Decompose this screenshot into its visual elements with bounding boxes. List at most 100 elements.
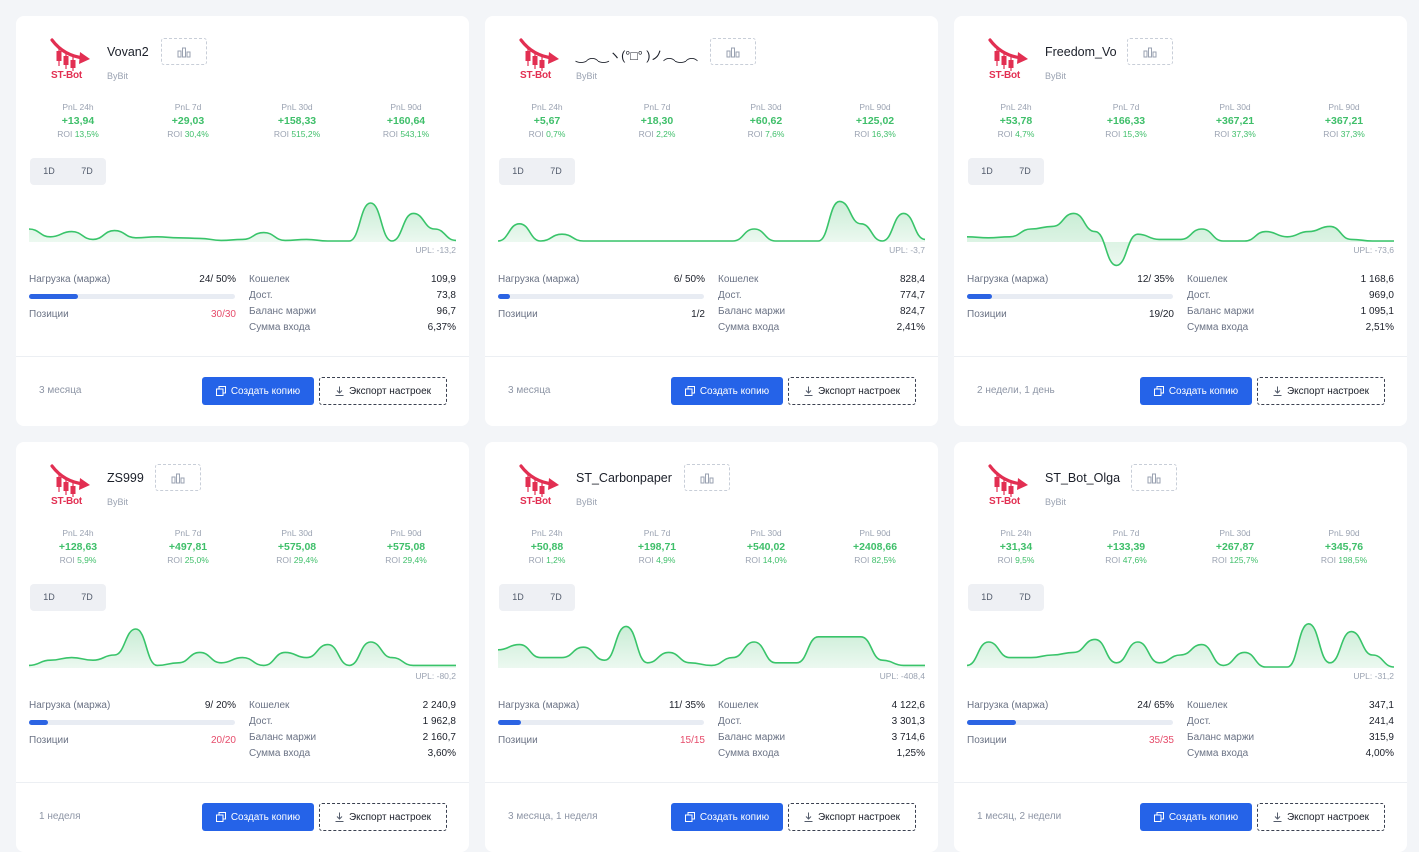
export-settings-label: Экспорт настроек xyxy=(1286,385,1370,397)
export-settings-button[interactable]: Экспорт настроек xyxy=(1257,377,1385,405)
st-bot-logo: ST-Bot xyxy=(50,38,90,82)
available-value: 969,0 xyxy=(1368,290,1394,301)
tab-7d[interactable]: 7D xyxy=(550,166,562,176)
roi-label: ROI xyxy=(1105,129,1121,139)
create-copy-button[interactable]: Создать копию xyxy=(202,377,314,405)
stats-button[interactable] xyxy=(1127,38,1173,65)
pnl-label: PnL 24h xyxy=(531,102,563,112)
timeframe-switch: 1D 7D xyxy=(968,158,1044,185)
pnl-label: PnL 7d xyxy=(643,102,671,112)
pnl-value: +29,03 xyxy=(171,115,205,127)
create-copy-button[interactable]: Создать копию xyxy=(671,377,783,405)
create-copy-label: Создать копию xyxy=(1168,811,1239,823)
create-copy-label: Создать копию xyxy=(1168,385,1239,397)
bot-card: ST-Bot ZS999 ByBit PnL 24h +128,63 ROI 5,9% Pn… xyxy=(16,442,469,852)
export-settings-button[interactable]: Экспорт настроек xyxy=(788,803,916,831)
logo-text: ST-Bot xyxy=(989,70,1021,81)
wallet-label: Кошелек xyxy=(718,274,759,285)
stats-button[interactable] xyxy=(155,464,201,491)
chart-line xyxy=(966,622,1395,668)
export-settings-button[interactable]: Экспорт настроек xyxy=(1257,803,1385,831)
roi-line: ROI 25,0% xyxy=(143,555,233,566)
roi-line: ROI 198,5% xyxy=(1299,555,1389,566)
positions-label: Позиции xyxy=(498,735,538,746)
export-settings-button[interactable]: Экспорт настроек xyxy=(319,803,447,831)
wallet-value: 828,4 xyxy=(899,274,925,285)
stats-button[interactable] xyxy=(161,38,207,65)
available-label: Дост. xyxy=(249,716,273,727)
margin-balance-value: 315,9 xyxy=(1368,732,1394,743)
create-copy-button[interactable]: Создать копию xyxy=(1140,377,1252,405)
pnl-label: PnL 90d xyxy=(390,102,422,112)
chart-line xyxy=(497,200,926,242)
pnl-value: +540,02 xyxy=(746,541,786,553)
roi-value: 198,5% xyxy=(1338,555,1368,565)
roi-label: ROI xyxy=(167,129,183,139)
tab-1d[interactable]: 1D xyxy=(43,592,55,602)
divider xyxy=(485,356,938,357)
tab-7d[interactable]: 7D xyxy=(1019,166,1031,176)
load-value: 12/ 35% xyxy=(1137,274,1174,285)
exchange-name: ByBit xyxy=(1045,497,1067,507)
export-settings-button[interactable]: Экспорт настроек xyxy=(788,377,916,405)
pnl-24h: PnL 24h +50,88 ROI 1,2% xyxy=(502,528,592,566)
roi-label: ROI xyxy=(1323,129,1339,139)
roi-label: ROI xyxy=(59,555,75,565)
bot-name: ST_Carbonpaper xyxy=(576,471,672,485)
chart-line xyxy=(497,625,925,667)
tab-1d[interactable]: 1D xyxy=(512,166,524,176)
pnl-label: PnL 30d xyxy=(281,528,313,538)
tab-1d[interactable]: 1D xyxy=(981,592,993,602)
chart-area xyxy=(967,623,1394,668)
pnl-label: PnL 30d xyxy=(750,102,782,112)
roi-line: ROI 515,2% xyxy=(252,129,342,140)
tab-1d[interactable]: 1D xyxy=(43,166,55,176)
roi-value: 37,3% xyxy=(1231,129,1256,139)
roi-line: ROI 9,5% xyxy=(971,555,1061,566)
stats-button[interactable] xyxy=(1131,464,1177,491)
create-copy-button[interactable]: Создать копию xyxy=(671,803,783,831)
entry-sum-label: Сумма входа xyxy=(1187,748,1249,759)
tab-7d[interactable]: 7D xyxy=(1019,592,1031,602)
pnl-label: PnL 30d xyxy=(1219,102,1251,112)
pnl-value: +345,76 xyxy=(1324,541,1364,553)
pnl-label: PnL 24h xyxy=(531,528,563,538)
pnl-chart xyxy=(966,212,1394,267)
chart-line xyxy=(28,202,457,242)
pnl-value: +497,81 xyxy=(168,541,208,553)
pnl-90d: PnL 90d +125,02 ROI 16,3% xyxy=(830,102,920,140)
logo-text: ST-Bot xyxy=(520,70,552,81)
create-copy-button[interactable]: Создать копию xyxy=(1140,803,1252,831)
tab-1d[interactable]: 1D xyxy=(981,166,993,176)
pnl-value: +60,62 xyxy=(749,115,783,127)
tab-1d[interactable]: 1D xyxy=(512,592,524,602)
available-value: 73,8 xyxy=(436,290,456,301)
tab-7d[interactable]: 7D xyxy=(81,592,93,602)
download-icon xyxy=(335,812,344,822)
export-settings-button[interactable]: Экспорт настроек xyxy=(319,377,447,405)
roi-line: ROI 0,7% xyxy=(502,129,592,140)
upl-value: -31,2 xyxy=(1374,671,1394,681)
upl-value: -80,2 xyxy=(436,671,456,681)
stats-button[interactable] xyxy=(710,38,756,65)
create-copy-label: Создать копию xyxy=(699,811,770,823)
upl-readout: UPL: -31,2 xyxy=(1353,671,1394,681)
roi-label: ROI xyxy=(273,129,289,139)
roi-line: ROI 47,6% xyxy=(1081,555,1171,566)
roi-line: ROI 15,3% xyxy=(1081,129,1171,140)
tab-7d[interactable]: 7D xyxy=(550,592,562,602)
pnl-label: PnL 24h xyxy=(62,102,94,112)
available-label: Дост. xyxy=(1187,290,1211,301)
create-copy-label: Создать копию xyxy=(230,385,301,397)
wallet-label: Кошелек xyxy=(1187,274,1228,285)
roi-value: 13,5% xyxy=(74,129,99,139)
bot-age: 1 месяц, 2 недели xyxy=(977,811,1062,822)
pnl-chart xyxy=(966,622,1395,668)
stats-button[interactable] xyxy=(684,464,730,491)
bot-name: ‿︵‿ヽ(°□° )ノ︵‿︵ xyxy=(576,49,698,63)
tab-7d[interactable]: 7D xyxy=(81,166,93,176)
pnl-label: PnL 7d xyxy=(1112,102,1140,112)
load-value: 9/ 20% xyxy=(204,700,236,711)
create-copy-button[interactable]: Создать копию xyxy=(202,803,314,831)
pnl-value: +13,94 xyxy=(61,115,95,127)
